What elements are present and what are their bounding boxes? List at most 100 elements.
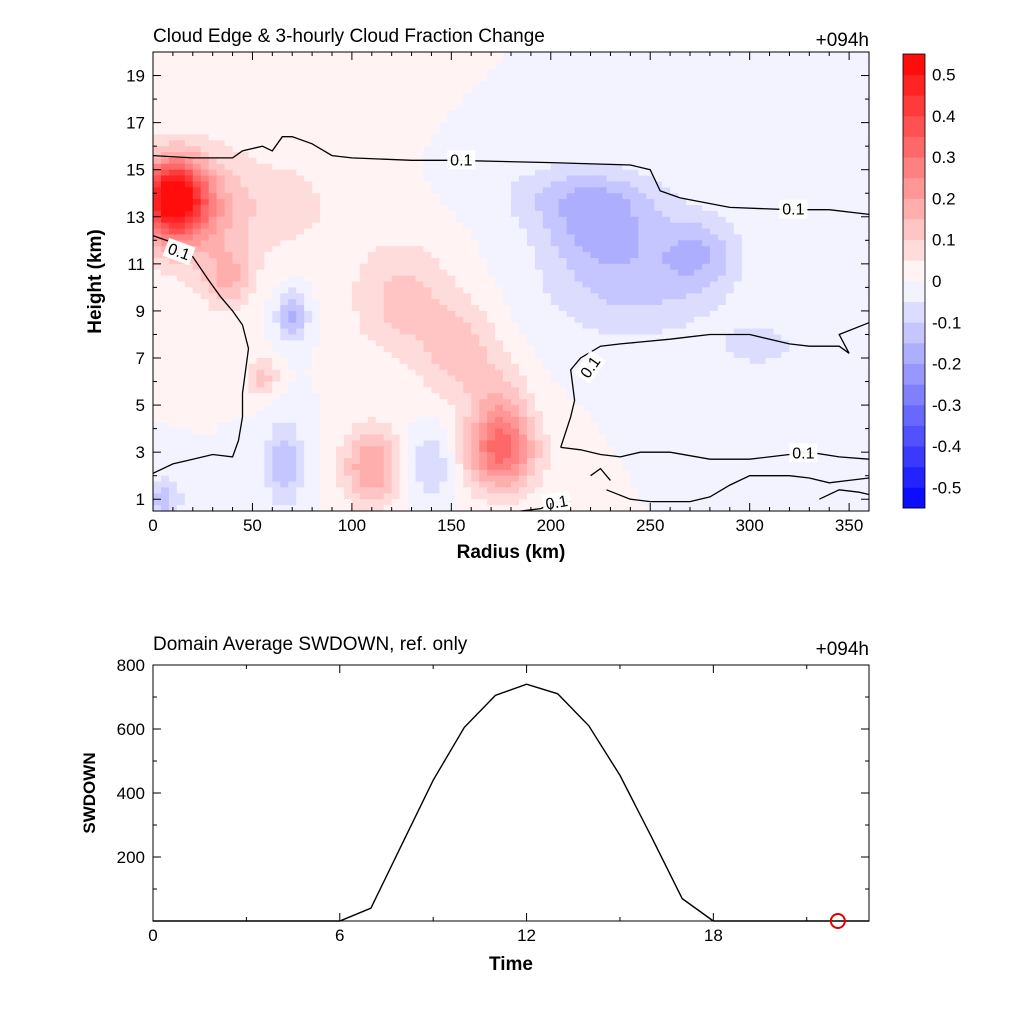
- field-cell: [670, 157, 679, 165]
- field-cell: [630, 369, 639, 377]
- field-cell: [749, 334, 759, 341]
- field-cell: [184, 128, 194, 135]
- field-cell: [288, 146, 297, 153]
- field-cell: [224, 275, 234, 283]
- field-cell: [693, 269, 703, 277]
- field-cell: [606, 252, 616, 259]
- field-cell: [701, 257, 711, 265]
- field-cell: [439, 299, 448, 306]
- field-cell: [200, 163, 210, 171]
- field-cell: [375, 234, 385, 241]
- field-cell: [558, 81, 568, 88]
- field-cell: [248, 205, 258, 212]
- field-cell: [176, 87, 186, 94]
- field-cell: [550, 334, 560, 341]
- field-cell: [821, 175, 830, 183]
- field-cell: [407, 299, 417, 306]
- field-cell: [542, 163, 552, 171]
- field-cell: [280, 181, 289, 188]
- field-cell: [455, 275, 464, 283]
- field-cell: [495, 257, 504, 265]
- field-cell: [821, 134, 830, 141]
- field-cell: [598, 216, 608, 224]
- field-cell: [821, 334, 830, 341]
- field-cell: [463, 263, 472, 271]
- field-cell: [765, 340, 775, 347]
- field-cell: [693, 187, 703, 194]
- field-cell: [383, 93, 393, 100]
- field-cell: [208, 363, 218, 371]
- field-cell: [606, 199, 616, 206]
- field-cell: [749, 287, 759, 294]
- field-cell: [717, 287, 727, 294]
- field-cell: [343, 199, 353, 206]
- field-cell: [550, 63, 560, 71]
- field-cell: [153, 340, 162, 347]
- field-cell: [335, 369, 345, 377]
- field-cell: [224, 252, 234, 259]
- field-cell: [160, 269, 170, 277]
- field-cell: [288, 363, 297, 371]
- field-cell: [741, 152, 751, 159]
- field-cell: [829, 181, 838, 188]
- field-cell: [518, 69, 528, 77]
- field-cell: [542, 122, 552, 130]
- field-cell: [821, 346, 830, 353]
- field-cell: [415, 122, 425, 130]
- field-cell: [701, 75, 711, 83]
- field-cell: [328, 216, 337, 224]
- field-cell: [741, 128, 751, 135]
- field-cell: [455, 346, 464, 353]
- field-cell: [383, 193, 393, 200]
- field-cell: [343, 99, 353, 106]
- field-cell: [622, 210, 631, 218]
- field-cell: [312, 163, 321, 171]
- field-cell: [773, 299, 783, 306]
- field-cell: [590, 340, 600, 347]
- field-cell: [725, 310, 735, 318]
- field-cell: [280, 175, 289, 183]
- field-cell: [367, 146, 377, 153]
- field-cell: [153, 275, 162, 283]
- field-cell: [328, 87, 337, 94]
- field-cell: [662, 122, 671, 130]
- field-cell: [701, 310, 711, 318]
- field-cell: [837, 275, 846, 283]
- field-cell: [359, 275, 369, 283]
- field-cell: [312, 240, 321, 247]
- field-cell: [693, 228, 703, 236]
- field-cell: [797, 269, 806, 277]
- field-cell: [399, 375, 409, 383]
- field-cell: [407, 316, 417, 324]
- field-cell: [709, 122, 719, 130]
- field-cell: [701, 293, 711, 300]
- field-cell: [415, 299, 425, 306]
- field-cell: [455, 104, 464, 112]
- field-cell: [296, 87, 305, 94]
- field-cell: [558, 299, 568, 306]
- field-cell: [328, 263, 337, 271]
- field-cell: [534, 352, 544, 359]
- field-cell: [709, 187, 719, 194]
- field-cell: [280, 293, 289, 300]
- field-cell: [845, 169, 854, 177]
- field-cell: [813, 57, 822, 65]
- field-cell: [821, 63, 830, 71]
- field-cell: [160, 146, 170, 153]
- field-cell: [670, 246, 679, 253]
- field-cell: [518, 163, 528, 171]
- field-cell: [670, 352, 679, 359]
- field-cell: [280, 81, 289, 88]
- field-cell: [678, 122, 687, 130]
- field-cell: [168, 69, 178, 77]
- field-cell: [240, 358, 250, 365]
- field-cell: [797, 57, 806, 65]
- field-cell: [526, 263, 536, 271]
- field-cell: [566, 293, 576, 300]
- field-cell: [717, 257, 727, 265]
- field-cell: [805, 340, 814, 347]
- field-cell: [574, 340, 584, 347]
- field-cell: [630, 93, 639, 100]
- field-cell: [678, 228, 687, 236]
- field-cell: [670, 199, 679, 206]
